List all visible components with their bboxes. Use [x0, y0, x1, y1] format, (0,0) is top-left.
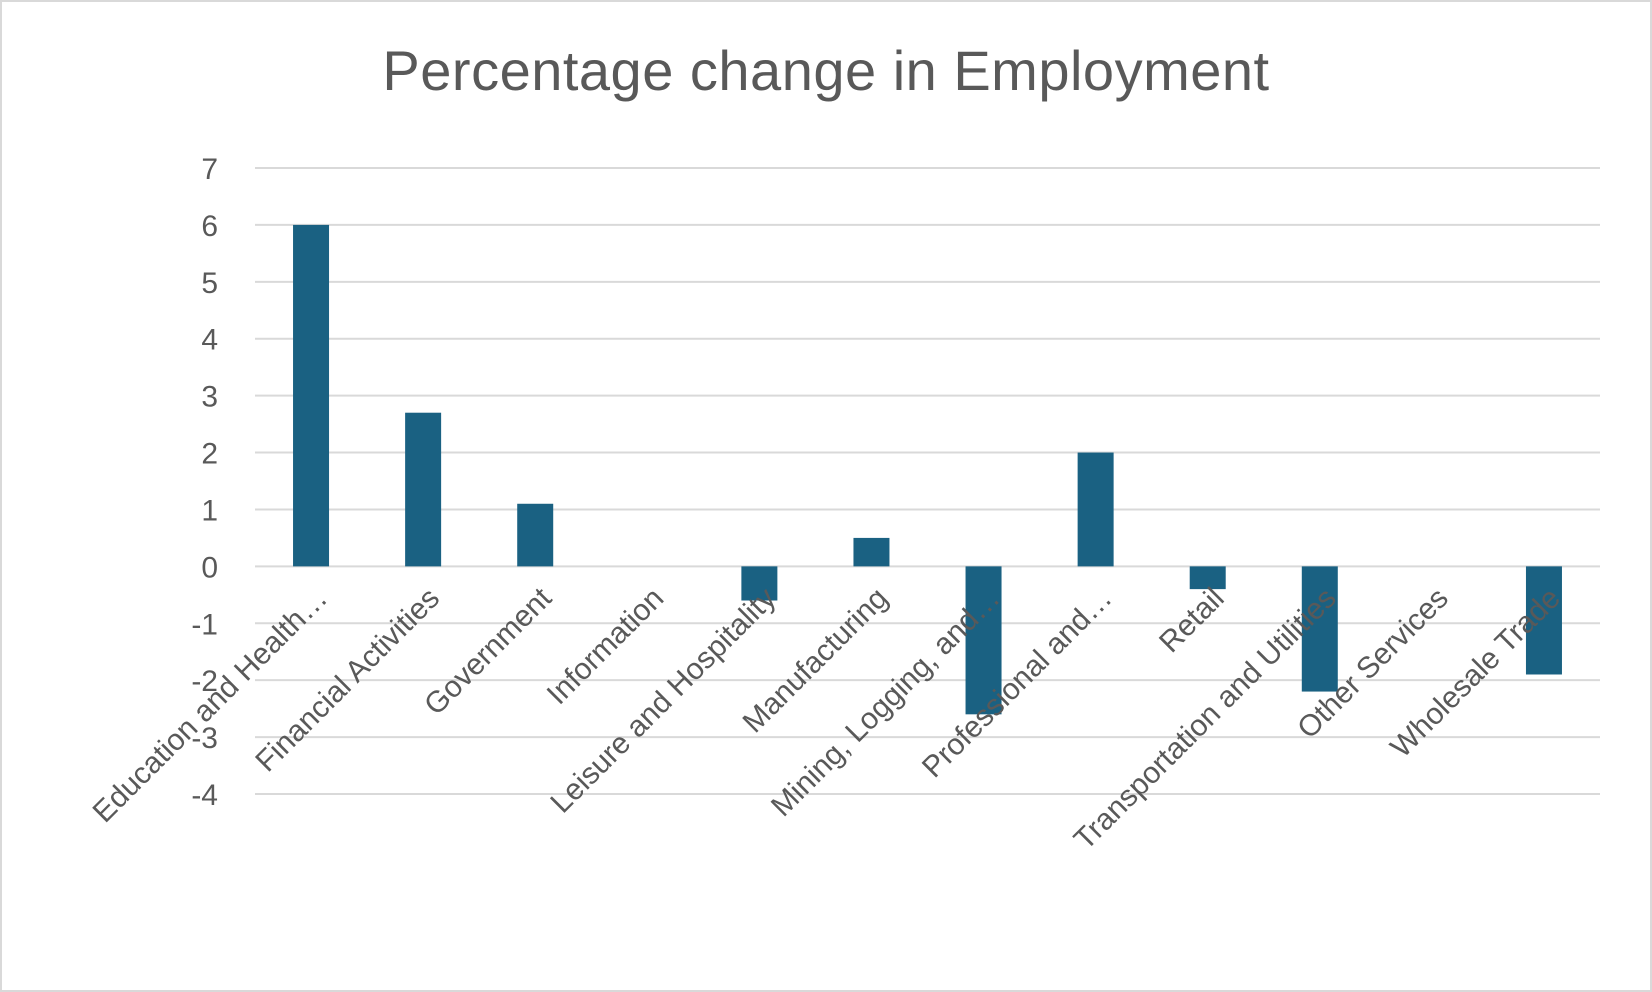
y-tick-label: -2: [191, 665, 218, 698]
bar: [1525, 566, 1562, 675]
y-tick-label: 0: [201, 551, 218, 584]
y-tick-label: 2: [201, 438, 218, 471]
x-tick-label: Retail: [1153, 582, 1231, 660]
bar: [965, 566, 1002, 715]
y-tick-label: 7: [201, 153, 218, 186]
y-tick-label: 3: [201, 381, 218, 414]
bar: [1189, 566, 1226, 590]
bars: [293, 224, 1562, 715]
bar: [741, 566, 778, 601]
y-tick-label: 6: [201, 210, 218, 243]
x-tick-label: Leisure and Hospitality: [544, 582, 782, 820]
y-tick-label: -4: [191, 779, 218, 812]
y-tick-label: -3: [191, 722, 218, 755]
bar: [1301, 566, 1338, 692]
bar: [517, 503, 554, 567]
bar: [293, 224, 330, 567]
y-axis-ticks: -4 -3 -2 -1 0 1 2 3 4 5 6 7: [191, 153, 218, 812]
bar: [1077, 452, 1114, 567]
chart-title: Percentage change in Employment: [382, 39, 1270, 102]
y-tick-label: 5: [201, 267, 218, 300]
y-tick-label: 4: [201, 324, 218, 357]
bar: [853, 537, 890, 567]
y-tick-label: 1: [201, 494, 218, 527]
x-tick-label: Professional and…: [916, 582, 1119, 785]
y-tick-label: -1: [191, 608, 218, 641]
bar: [405, 412, 442, 567]
gridlines: [255, 167, 1600, 795]
